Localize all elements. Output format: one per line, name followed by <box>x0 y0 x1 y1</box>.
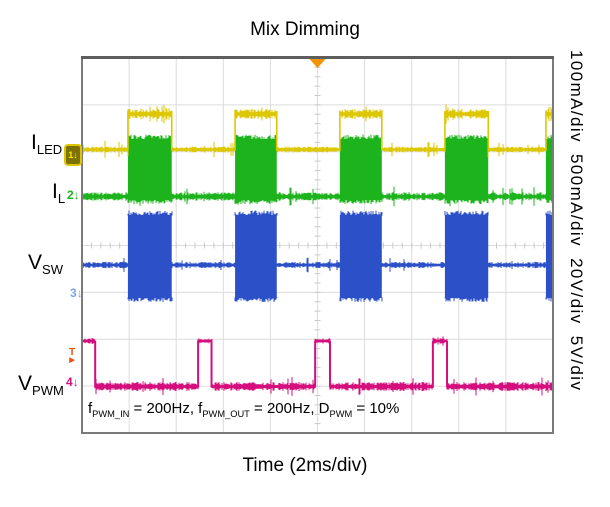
channel4-label-sub: PWM <box>32 383 64 399</box>
channel1-label-main: I <box>31 131 37 154</box>
channel1-label: ILED <box>31 131 62 157</box>
channel2-position-marker-icon: 2↓ <box>67 188 80 202</box>
channel3-position-marker-icon: 3↓ <box>70 286 83 300</box>
channel4-label: VPWM <box>18 372 64 398</box>
vertical-scales-label: 100mA/div 500mA/div 20V/div 5V/div <box>567 50 586 392</box>
annotation-duty: DPWM = 10% <box>318 400 400 419</box>
x-axis-label: Time (2ms/div) <box>242 455 368 476</box>
channel3-label: VSW <box>28 251 63 277</box>
trigger-level-marker-icon: T ▶ <box>69 347 76 365</box>
channel4-label-main: V <box>18 372 33 395</box>
trace-i_led <box>81 104 554 158</box>
channel3-label-main: V <box>28 251 43 274</box>
channel1-label-sub: LED <box>36 142 63 158</box>
annotation-f-out: fPWM_OUT = 200Hz, <box>198 400 319 419</box>
channel2-label: IL <box>52 180 65 206</box>
channel3-label-sub: SW <box>42 262 63 278</box>
conditions-annotation: fPWM_IN = 200Hz, fPWM_OUT = 200Hz, DPWM … <box>88 400 399 419</box>
annotation-f-in: fPWM_IN = 200Hz, <box>88 400 199 419</box>
trigger-position-icon <box>309 59 326 68</box>
channel1-position-marker-icon: 1 ↓ <box>64 144 82 166</box>
channel2-label-sub: L <box>57 191 66 207</box>
channel2-label-main: I <box>52 180 58 203</box>
chart-title: Mix Dimming <box>250 19 360 40</box>
trace-i_l <box>81 134 554 207</box>
channel4-position-marker-icon: 4↓ <box>66 375 79 389</box>
trace-v_sw <box>81 210 554 302</box>
